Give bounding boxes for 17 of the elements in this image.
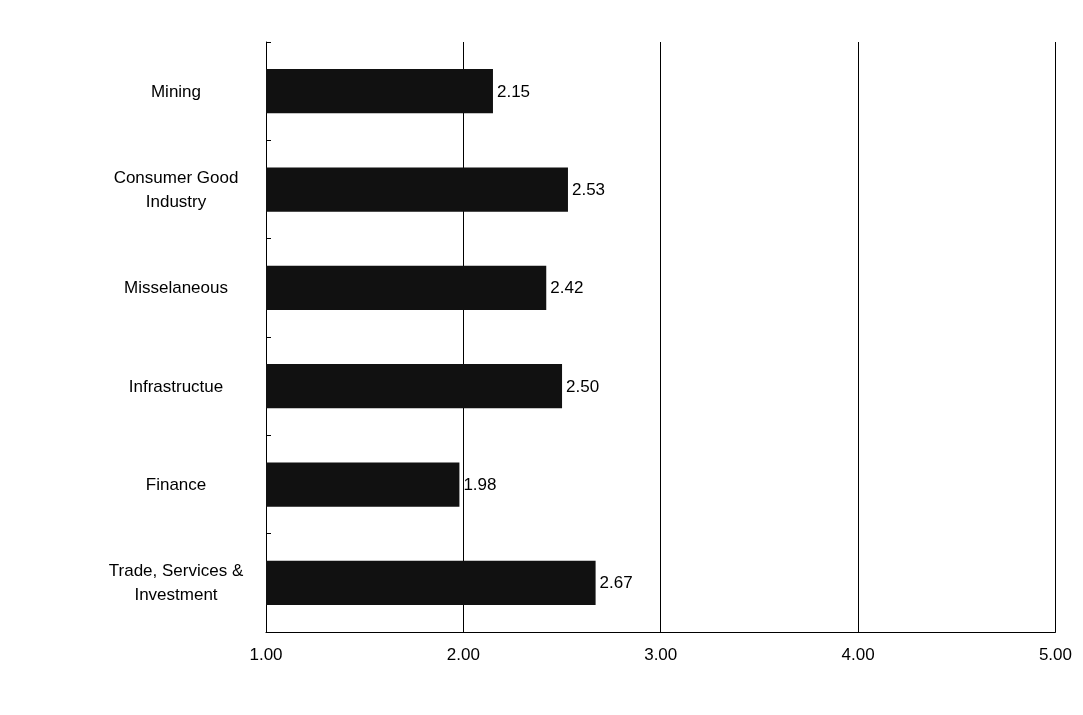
x-tick-label: 1.00: [249, 645, 283, 664]
y-tick-label: Misselaneous: [124, 278, 228, 298]
data-label: 2.15: [496, 81, 531, 101]
data-label: 2.42: [550, 278, 584, 298]
x-tick-label: 5.00: [1038, 645, 1072, 664]
data-label: 2.53: [571, 180, 606, 199]
data-label: 2.67: [599, 573, 633, 593]
x-tick-label: 4.00: [841, 645, 875, 664]
y-tick-label: Finance: [145, 475, 207, 494]
y-tick-label: Consumer Good Industry: [113, 168, 239, 211]
x-tick-label: 3.00: [644, 645, 678, 664]
x-tick-label: 2.00: [446, 645, 480, 664]
y-tick-label: Trade, Services & Investment: [108, 561, 244, 605]
data-label: 2.50: [566, 376, 600, 396]
y-tick-label: Infrastructue: [128, 376, 224, 396]
y-tick-label: Mining: [150, 81, 202, 101]
data-label: 1.98: [463, 475, 497, 494]
